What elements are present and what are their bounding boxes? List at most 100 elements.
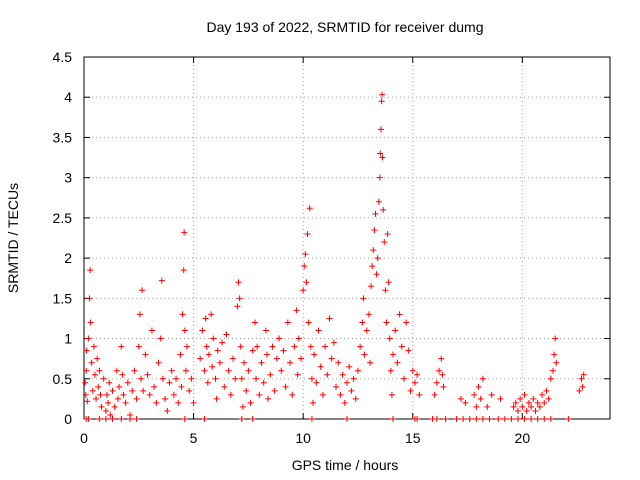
data-point [333,383,340,390]
data-point [249,416,256,422]
data-point [282,383,289,390]
y-tick-label: 4.5 [53,49,73,65]
data-point [87,267,94,274]
data-point [387,367,394,374]
data-point [383,319,390,326]
data-point [181,327,188,334]
data-point [365,311,372,318]
data-point [251,319,258,326]
data-point [89,387,96,394]
data-point [348,387,355,394]
data-point [411,379,418,386]
data-point [289,391,296,398]
data-point [439,371,446,378]
data-point [539,391,546,398]
data-point [291,343,298,350]
data-point [271,387,278,394]
data-point [473,416,480,422]
data-point [315,327,322,334]
data-point [151,383,158,390]
data-point [82,379,89,386]
data-point [225,367,232,374]
data-point [305,319,312,326]
data-point [311,351,318,358]
data-point [180,267,187,274]
data-point [131,367,138,374]
data-point [405,347,412,354]
y-tick-label: 3.5 [53,129,73,145]
data-point [543,387,550,394]
data-point [396,311,403,318]
data-point [100,375,107,382]
data-point [113,367,120,374]
data-point [306,205,313,212]
y-tick-label: 0.5 [53,371,73,387]
data-point [84,398,91,405]
data-point [319,391,326,398]
data-point [553,359,560,366]
data-point [382,287,389,294]
data-point [519,403,526,410]
data-point [91,371,98,378]
data-point [109,416,116,422]
x-tick-label: 0 [80,430,88,446]
data-point [341,399,348,406]
data-point [239,403,246,410]
data-point [175,399,182,406]
data-point [249,347,256,354]
data-point [265,395,272,402]
data-point [245,367,252,374]
data-point [295,335,302,342]
data-point [335,359,342,366]
data-point [433,416,440,422]
data-point [168,367,175,374]
data-point [367,359,374,366]
data-point [339,371,346,378]
data-point [373,271,380,278]
data-point [378,98,385,105]
data-point [565,416,572,422]
data-point [514,407,521,414]
data-point [398,343,405,350]
data-point [414,416,421,422]
data-point [201,367,208,374]
data-point [374,255,381,262]
data-point [453,416,460,422]
data-point [202,315,209,322]
data-point [181,416,188,422]
data-point [547,416,554,422]
data-point [94,355,101,362]
data-point [102,407,109,414]
y-tick-label: 3 [64,170,72,186]
data-point [386,335,393,342]
grid [84,57,610,419]
data-point [136,311,143,318]
data-point [232,375,239,382]
data-point [258,359,265,366]
data-point [129,387,136,394]
x-tick-label: 20 [515,430,531,446]
data-point [213,395,220,402]
data-point [116,383,123,390]
data-point [219,339,226,346]
data-point [135,343,142,350]
data-point [124,379,131,386]
data-point [204,379,211,386]
data-point [486,416,493,422]
data-point [148,327,155,334]
data-point [576,387,583,394]
data-point [90,343,97,350]
data-point [144,371,151,378]
data-point [371,226,378,233]
data-point [377,150,384,157]
data-point [431,391,438,398]
data-point [344,416,350,422]
data-point [477,395,484,402]
data-point [462,399,469,406]
data-point [497,395,504,402]
data-point [403,319,410,326]
data-point [317,363,324,370]
y-tick-label: 2.5 [53,210,73,226]
data-point [223,331,230,338]
